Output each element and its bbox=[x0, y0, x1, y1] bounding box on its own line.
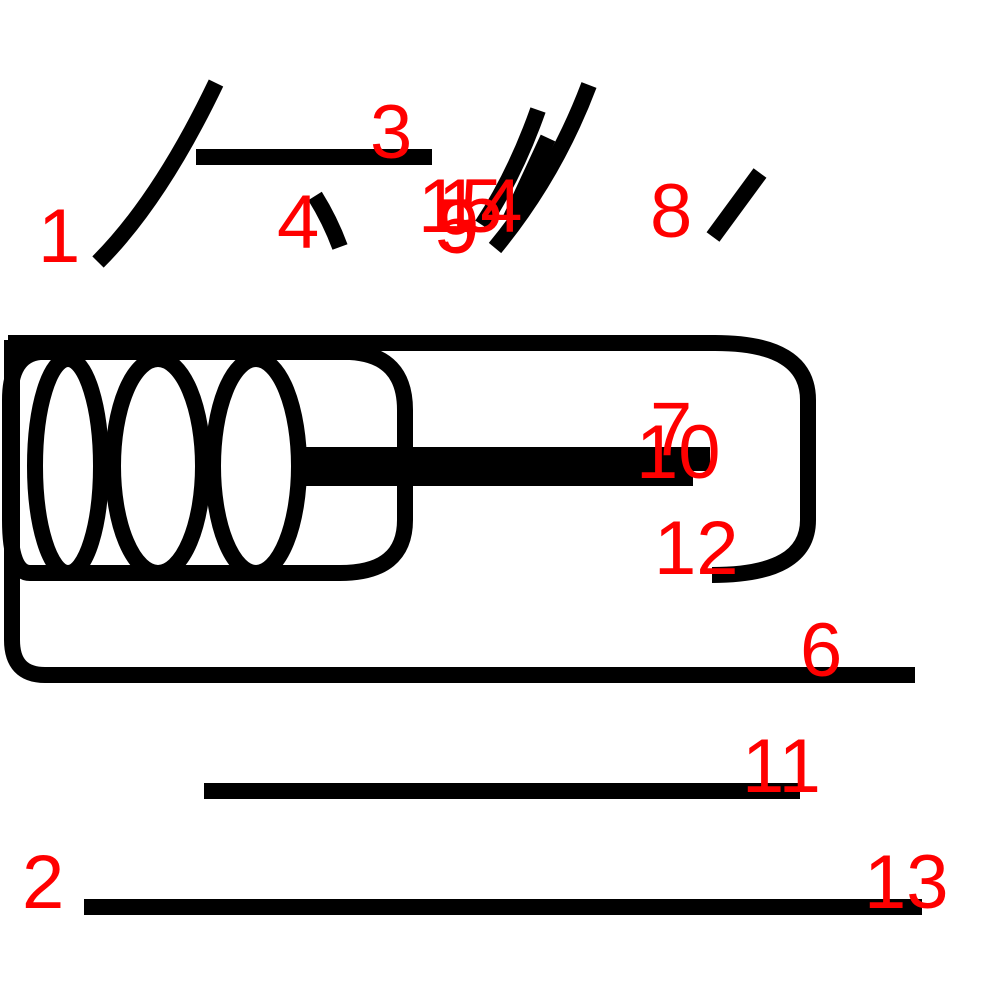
label-12: 12 bbox=[654, 506, 739, 591]
label-8: 8 bbox=[650, 169, 692, 254]
label-4: 4 bbox=[277, 180, 319, 265]
coil-loop-1 bbox=[27, 351, 109, 581]
stroke-15 bbox=[488, 82, 597, 254]
label-11: 11 bbox=[742, 724, 821, 809]
coil-loop-2 bbox=[105, 351, 211, 581]
stroke-14 bbox=[475, 107, 546, 230]
stroke-12 bbox=[8, 335, 816, 583]
label-5: 5 bbox=[435, 184, 477, 269]
label-2: 2 bbox=[22, 840, 64, 925]
coil-outline bbox=[2, 344, 413, 581]
stroke-5 bbox=[502, 134, 556, 224]
label-9: 9 bbox=[437, 185, 479, 270]
stroke-6 bbox=[4, 340, 915, 683]
coil-loop-3 bbox=[205, 351, 307, 581]
label-13: 13 bbox=[864, 840, 949, 925]
stroke-4 bbox=[308, 191, 348, 250]
label-14: 14 bbox=[438, 164, 523, 249]
label-3: 3 bbox=[370, 90, 412, 175]
label-15: 15 bbox=[418, 164, 503, 249]
label-6: 6 bbox=[800, 608, 842, 693]
label-1: 1 bbox=[38, 194, 80, 279]
stroke-1 bbox=[92, 79, 224, 268]
stroke-8 bbox=[706, 168, 767, 242]
label-7: 7 bbox=[650, 387, 692, 472]
label-10: 10 bbox=[636, 410, 721, 495]
